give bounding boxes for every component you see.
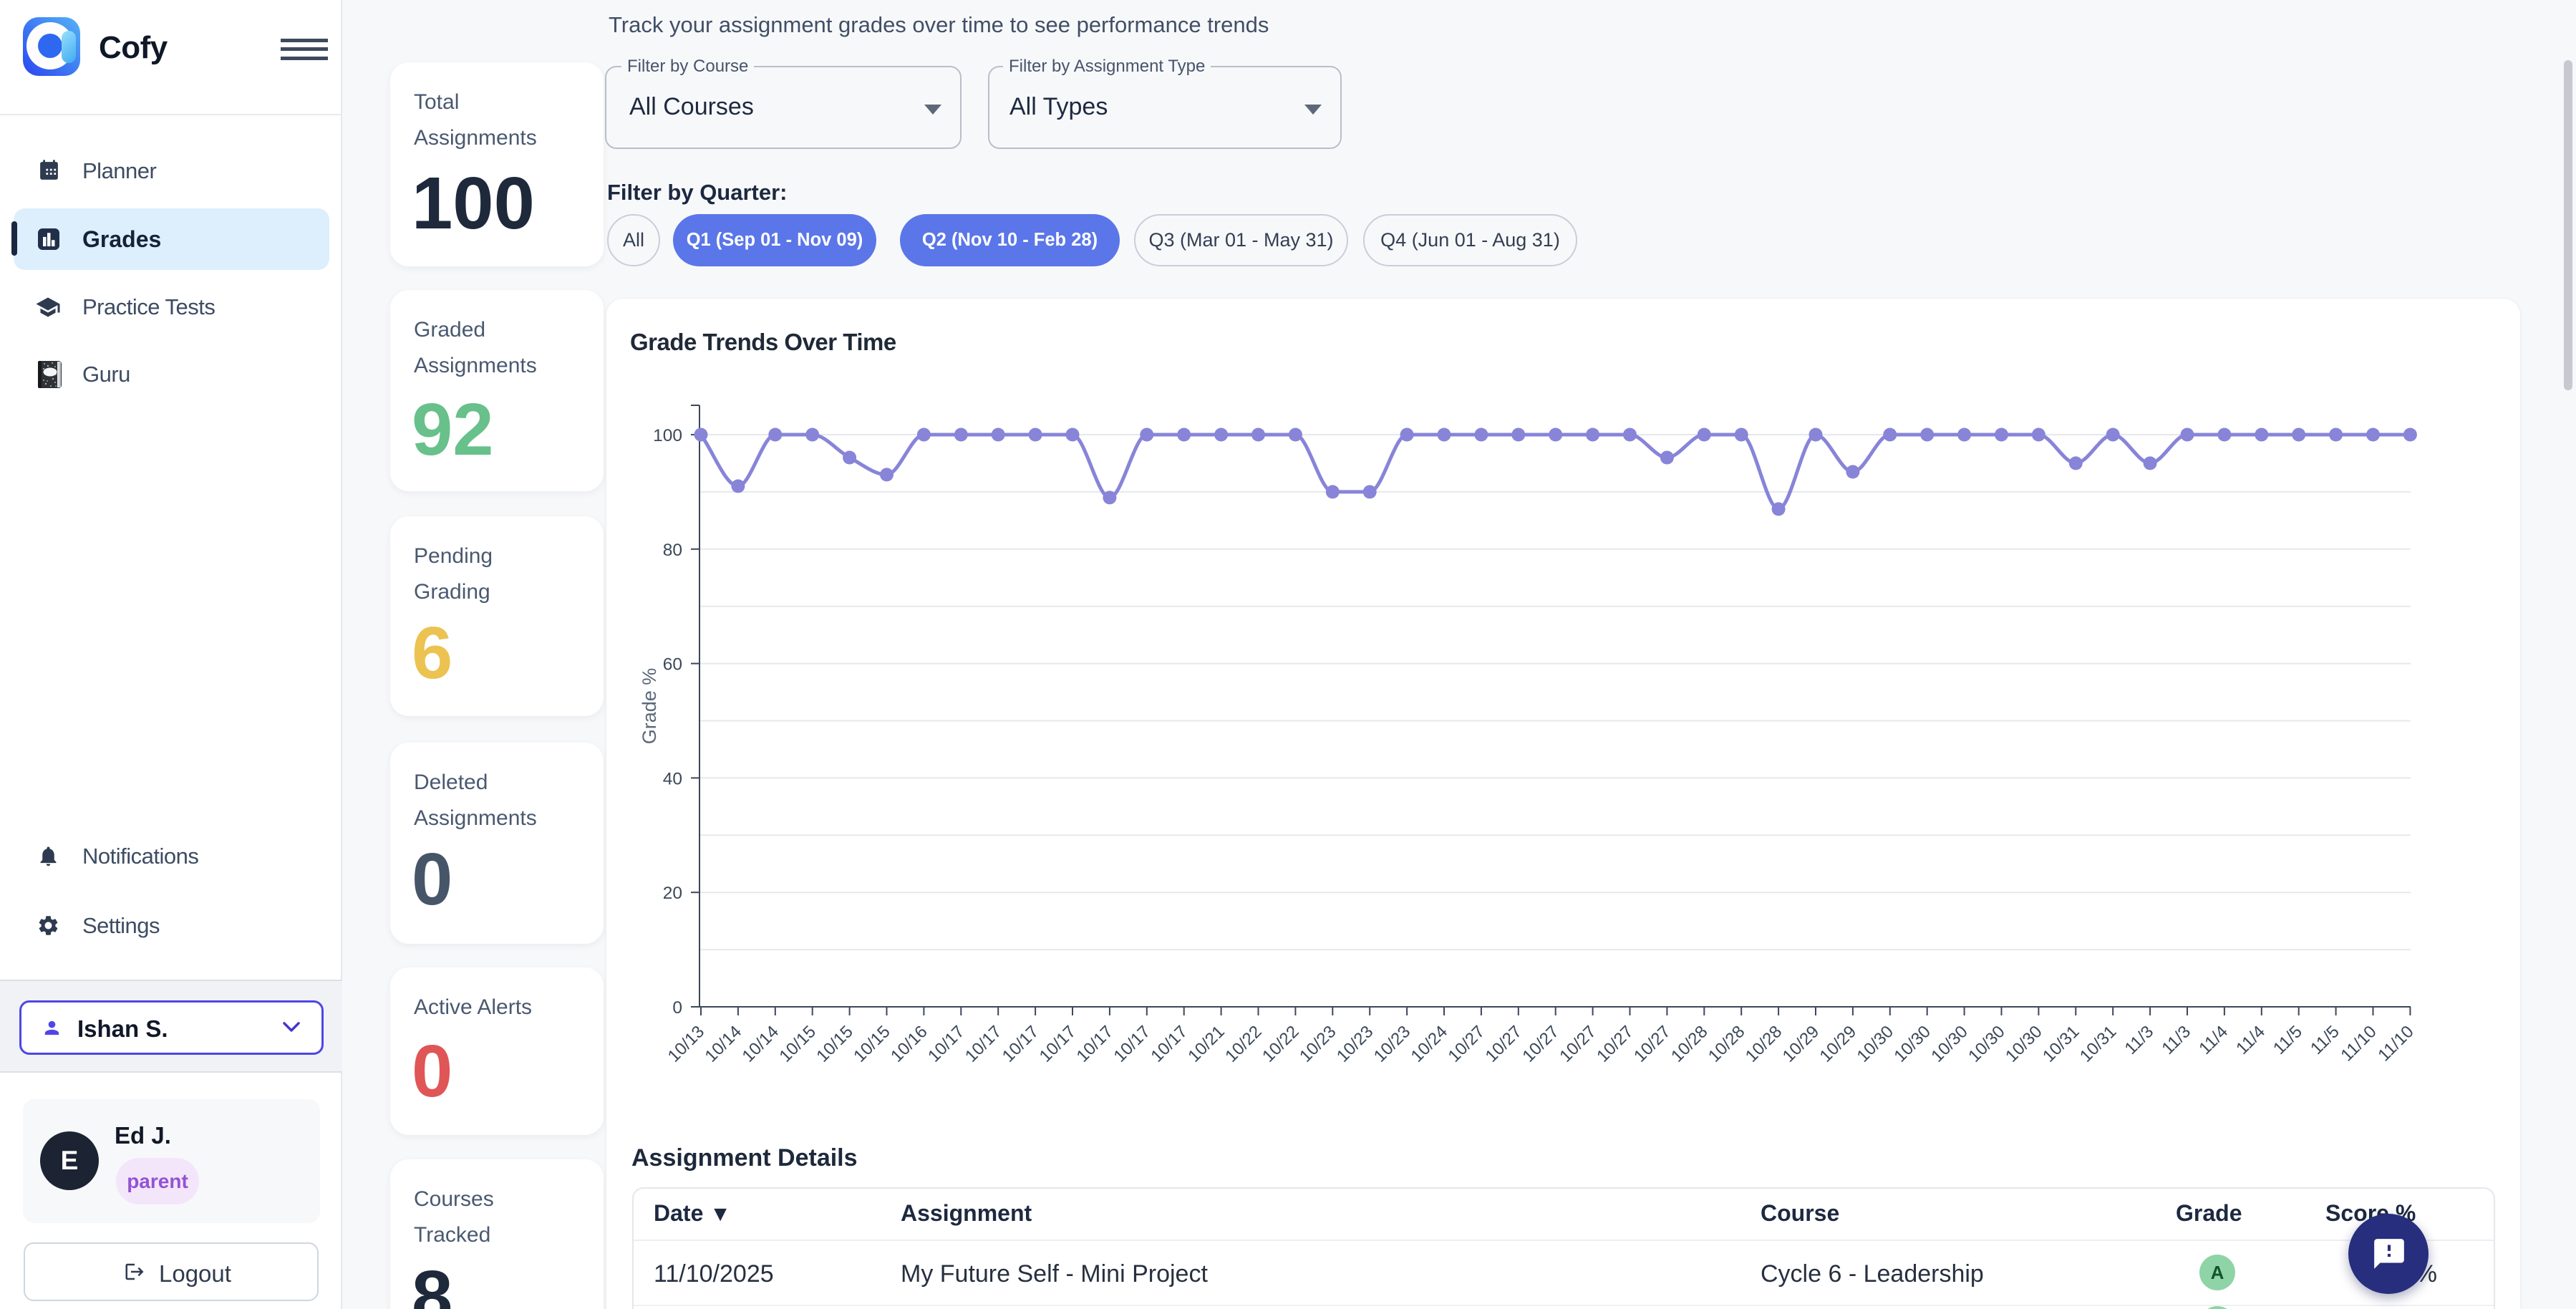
svg-text:10/28: 10/28 bbox=[1742, 1022, 1786, 1066]
svg-text:10/17: 10/17 bbox=[1110, 1022, 1154, 1066]
svg-text:11/5: 11/5 bbox=[2270, 1022, 2306, 1058]
svg-text:10/27: 10/27 bbox=[1556, 1022, 1600, 1066]
svg-text:10/28: 10/28 bbox=[1705, 1022, 1749, 1066]
svg-text:10/24: 10/24 bbox=[1408, 1022, 1452, 1066]
svg-text:10/27: 10/27 bbox=[1630, 1022, 1675, 1066]
svg-text:40: 40 bbox=[663, 769, 682, 788]
svg-text:0: 0 bbox=[672, 998, 682, 1018]
svg-text:10/17: 10/17 bbox=[1036, 1022, 1080, 1066]
svg-text:10/17: 10/17 bbox=[1147, 1022, 1191, 1066]
svg-text:11/4: 11/4 bbox=[2232, 1022, 2269, 1058]
svg-text:10/13: 10/13 bbox=[664, 1022, 709, 1066]
svg-text:10/23: 10/23 bbox=[1296, 1022, 1340, 1066]
svg-text:10/17: 10/17 bbox=[999, 1022, 1043, 1066]
svg-text:10/31: 10/31 bbox=[2039, 1022, 2083, 1066]
svg-text:100: 100 bbox=[653, 426, 682, 445]
svg-text:10/30: 10/30 bbox=[1890, 1022, 1935, 1066]
svg-text:10/15: 10/15 bbox=[813, 1022, 857, 1066]
svg-text:10/29: 10/29 bbox=[1816, 1022, 1861, 1066]
svg-text:11/10: 11/10 bbox=[2337, 1022, 2380, 1065]
svg-text:10/28: 10/28 bbox=[1667, 1022, 1712, 1066]
svg-text:10/31: 10/31 bbox=[2076, 1022, 2121, 1066]
svg-text:10/29: 10/29 bbox=[1779, 1022, 1824, 1066]
svg-text:10/30: 10/30 bbox=[1853, 1022, 1897, 1066]
svg-text:10/27: 10/27 bbox=[1481, 1022, 1526, 1066]
svg-text:Grade %: Grade % bbox=[639, 668, 660, 745]
svg-text:10/27: 10/27 bbox=[1593, 1022, 1637, 1066]
svg-text:11/3: 11/3 bbox=[2121, 1022, 2157, 1058]
svg-text:10/15: 10/15 bbox=[775, 1022, 820, 1066]
svg-text:10/21: 10/21 bbox=[1184, 1022, 1229, 1066]
svg-text:10/30: 10/30 bbox=[1965, 1022, 2009, 1066]
svg-text:60: 60 bbox=[663, 655, 682, 675]
svg-text:10/14: 10/14 bbox=[738, 1022, 783, 1066]
svg-text:10/27: 10/27 bbox=[1445, 1022, 1489, 1066]
svg-text:10/30: 10/30 bbox=[1927, 1022, 1972, 1066]
svg-text:10/23: 10/23 bbox=[1370, 1022, 1415, 1066]
svg-text:20: 20 bbox=[663, 884, 682, 903]
svg-text:11/4: 11/4 bbox=[2195, 1022, 2232, 1058]
svg-text:11/10: 11/10 bbox=[2374, 1022, 2417, 1065]
svg-text:10/14: 10/14 bbox=[702, 1022, 746, 1066]
svg-text:10/23: 10/23 bbox=[1333, 1022, 1377, 1066]
svg-text:10/15: 10/15 bbox=[850, 1022, 894, 1066]
svg-text:10/30: 10/30 bbox=[2002, 1022, 2046, 1066]
svg-text:80: 80 bbox=[663, 541, 682, 560]
svg-text:10/22: 10/22 bbox=[1259, 1022, 1303, 1066]
svg-text:10/27: 10/27 bbox=[1519, 1022, 1563, 1066]
svg-text:10/22: 10/22 bbox=[1221, 1022, 1266, 1066]
svg-text:10/17: 10/17 bbox=[924, 1022, 969, 1066]
svg-text:10/17: 10/17 bbox=[962, 1022, 1006, 1066]
svg-text:10/16: 10/16 bbox=[887, 1022, 931, 1066]
svg-text:10/17: 10/17 bbox=[1073, 1022, 1118, 1066]
svg-text:11/3: 11/3 bbox=[2158, 1022, 2194, 1058]
